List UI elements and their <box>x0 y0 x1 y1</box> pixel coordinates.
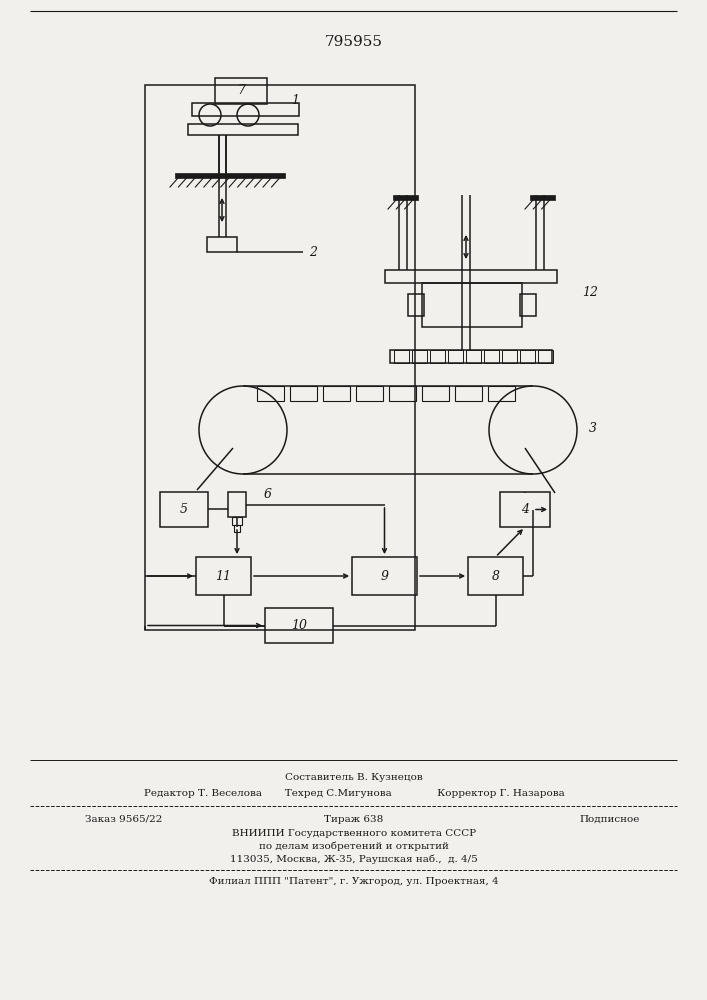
Text: 6: 6 <box>264 488 272 500</box>
Bar <box>323 386 350 401</box>
Bar <box>488 386 515 401</box>
Bar <box>175 173 285 178</box>
Bar <box>422 386 449 401</box>
Bar <box>160 492 208 527</box>
Bar <box>466 350 481 363</box>
Bar <box>538 350 553 363</box>
Bar <box>234 525 240 532</box>
Bar <box>215 78 267 104</box>
Text: 8: 8 <box>491 570 500 582</box>
Bar <box>232 517 242 525</box>
Bar <box>520 350 535 363</box>
Bar <box>228 492 246 517</box>
Text: Составитель В. Кузнецов: Составитель В. Кузнецов <box>285 774 423 782</box>
Text: 3: 3 <box>589 422 597 434</box>
Bar <box>502 350 517 363</box>
Bar <box>448 350 463 363</box>
Text: ВНИИПИ Государственного комитета СССР: ВНИИПИ Государственного комитета СССР <box>232 828 476 838</box>
Bar <box>389 386 416 401</box>
Text: 1: 1 <box>291 94 299 106</box>
Bar <box>520 294 536 316</box>
Bar <box>207 237 237 252</box>
Text: 795955: 795955 <box>325 35 383 49</box>
Text: 113035, Москва, Ж-35, Раушская наб.,  д. 4/5: 113035, Москва, Ж-35, Раушская наб., д. … <box>230 854 478 864</box>
Text: 10: 10 <box>291 619 307 632</box>
Bar <box>290 386 317 401</box>
Bar <box>352 557 417 595</box>
Text: 4: 4 <box>521 503 529 516</box>
Text: Редактор Т. Веселова       Техред С.Мигунова              Корректор Г. Назарова: Редактор Т. Веселова Техред С.Мигунова К… <box>144 790 564 798</box>
Text: Заказ 9565/22: Заказ 9565/22 <box>85 814 163 824</box>
Text: 7: 7 <box>237 85 245 98</box>
Bar <box>408 294 424 316</box>
Bar <box>422 283 522 327</box>
Bar <box>356 386 383 401</box>
Bar <box>145 85 415 630</box>
Bar <box>412 350 427 363</box>
Bar <box>394 350 409 363</box>
Text: 5: 5 <box>180 503 188 516</box>
Text: Филиал ППП "Патент", г. Ужгород, ул. Проектная, 4: Филиал ППП "Патент", г. Ужгород, ул. Про… <box>209 878 499 886</box>
Text: Подписное: Подписное <box>580 814 640 824</box>
Text: по делам изобретений и открытий: по делам изобретений и открытий <box>259 841 449 851</box>
Bar <box>188 124 298 135</box>
Bar <box>500 492 550 527</box>
Bar <box>484 350 499 363</box>
Bar <box>257 386 284 401</box>
Text: 12: 12 <box>582 286 598 298</box>
Bar <box>390 350 552 363</box>
Bar <box>430 350 445 363</box>
Text: 9: 9 <box>380 570 389 582</box>
Bar <box>393 195 418 200</box>
Text: 2: 2 <box>309 245 317 258</box>
Bar <box>192 103 299 116</box>
Bar <box>265 608 333 643</box>
Bar <box>468 557 523 595</box>
Bar <box>530 195 555 200</box>
Bar <box>196 557 251 595</box>
Text: Тираж 638: Тираж 638 <box>325 814 384 824</box>
Bar <box>385 270 557 283</box>
Bar <box>455 386 482 401</box>
Text: 11: 11 <box>216 570 231 582</box>
